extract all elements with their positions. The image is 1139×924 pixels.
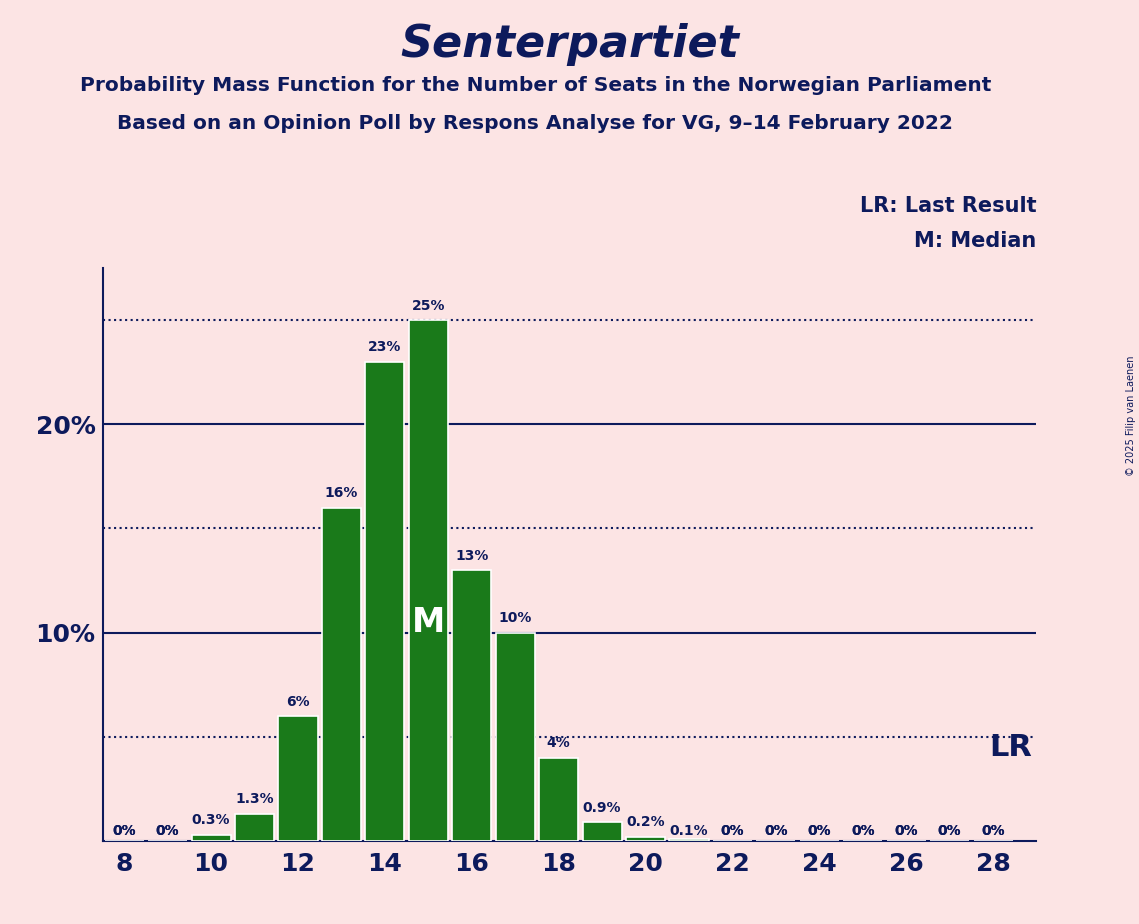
Text: 0%: 0% <box>894 823 918 838</box>
Text: 0%: 0% <box>937 823 961 838</box>
Bar <box>626 836 665 841</box>
Text: 0%: 0% <box>721 823 744 838</box>
Text: Probability Mass Function for the Number of Seats in the Norwegian Parliament: Probability Mass Function for the Number… <box>80 76 991 95</box>
Text: 6%: 6% <box>286 695 310 709</box>
Text: 0%: 0% <box>113 823 136 838</box>
Text: 0%: 0% <box>721 823 744 838</box>
Text: 23%: 23% <box>368 340 402 355</box>
Text: 0%: 0% <box>808 823 831 838</box>
Text: 25%: 25% <box>411 298 445 312</box>
Text: 0.9%: 0.9% <box>583 801 622 815</box>
Text: 0.3%: 0.3% <box>191 813 230 827</box>
Bar <box>495 633 534 841</box>
Text: LR: LR <box>990 733 1032 761</box>
Text: M: Median: M: Median <box>915 231 1036 250</box>
Text: Senterpartiet: Senterpartiet <box>400 23 739 67</box>
Text: 4%: 4% <box>547 736 571 750</box>
Text: 0%: 0% <box>851 823 875 838</box>
Bar <box>670 839 708 841</box>
Bar <box>235 814 274 841</box>
Text: 0%: 0% <box>894 823 918 838</box>
Text: 0%: 0% <box>156 823 180 838</box>
Text: 0%: 0% <box>937 823 961 838</box>
Text: 0%: 0% <box>764 823 788 838</box>
Bar <box>452 570 491 841</box>
Bar <box>582 822 622 841</box>
Text: 13%: 13% <box>456 549 489 563</box>
Text: © 2025 Filip van Laenen: © 2025 Filip van Laenen <box>1126 356 1136 476</box>
Text: 0%: 0% <box>764 823 788 838</box>
Bar <box>366 361 404 841</box>
Bar <box>409 320 448 841</box>
Text: 0%: 0% <box>981 823 1005 838</box>
Text: LR: Last Result: LR: Last Result <box>860 197 1036 216</box>
Bar <box>278 716 318 841</box>
Text: M: M <box>411 605 445 638</box>
Text: 0.1%: 0.1% <box>670 823 708 838</box>
Text: 16%: 16% <box>325 486 358 500</box>
Text: 0%: 0% <box>851 823 875 838</box>
Text: 0%: 0% <box>113 823 136 838</box>
Text: 0.2%: 0.2% <box>626 815 665 830</box>
Text: 0%: 0% <box>156 823 180 838</box>
Bar <box>191 834 231 841</box>
Text: 0%: 0% <box>808 823 831 838</box>
Text: Based on an Opinion Poll by Respons Analyse for VG, 9–14 February 2022: Based on an Opinion Poll by Respons Anal… <box>117 114 953 133</box>
Text: 10%: 10% <box>499 612 532 626</box>
Text: 1.3%: 1.3% <box>236 793 273 807</box>
Bar <box>539 758 579 841</box>
Text: 0%: 0% <box>981 823 1005 838</box>
Bar <box>322 507 361 841</box>
